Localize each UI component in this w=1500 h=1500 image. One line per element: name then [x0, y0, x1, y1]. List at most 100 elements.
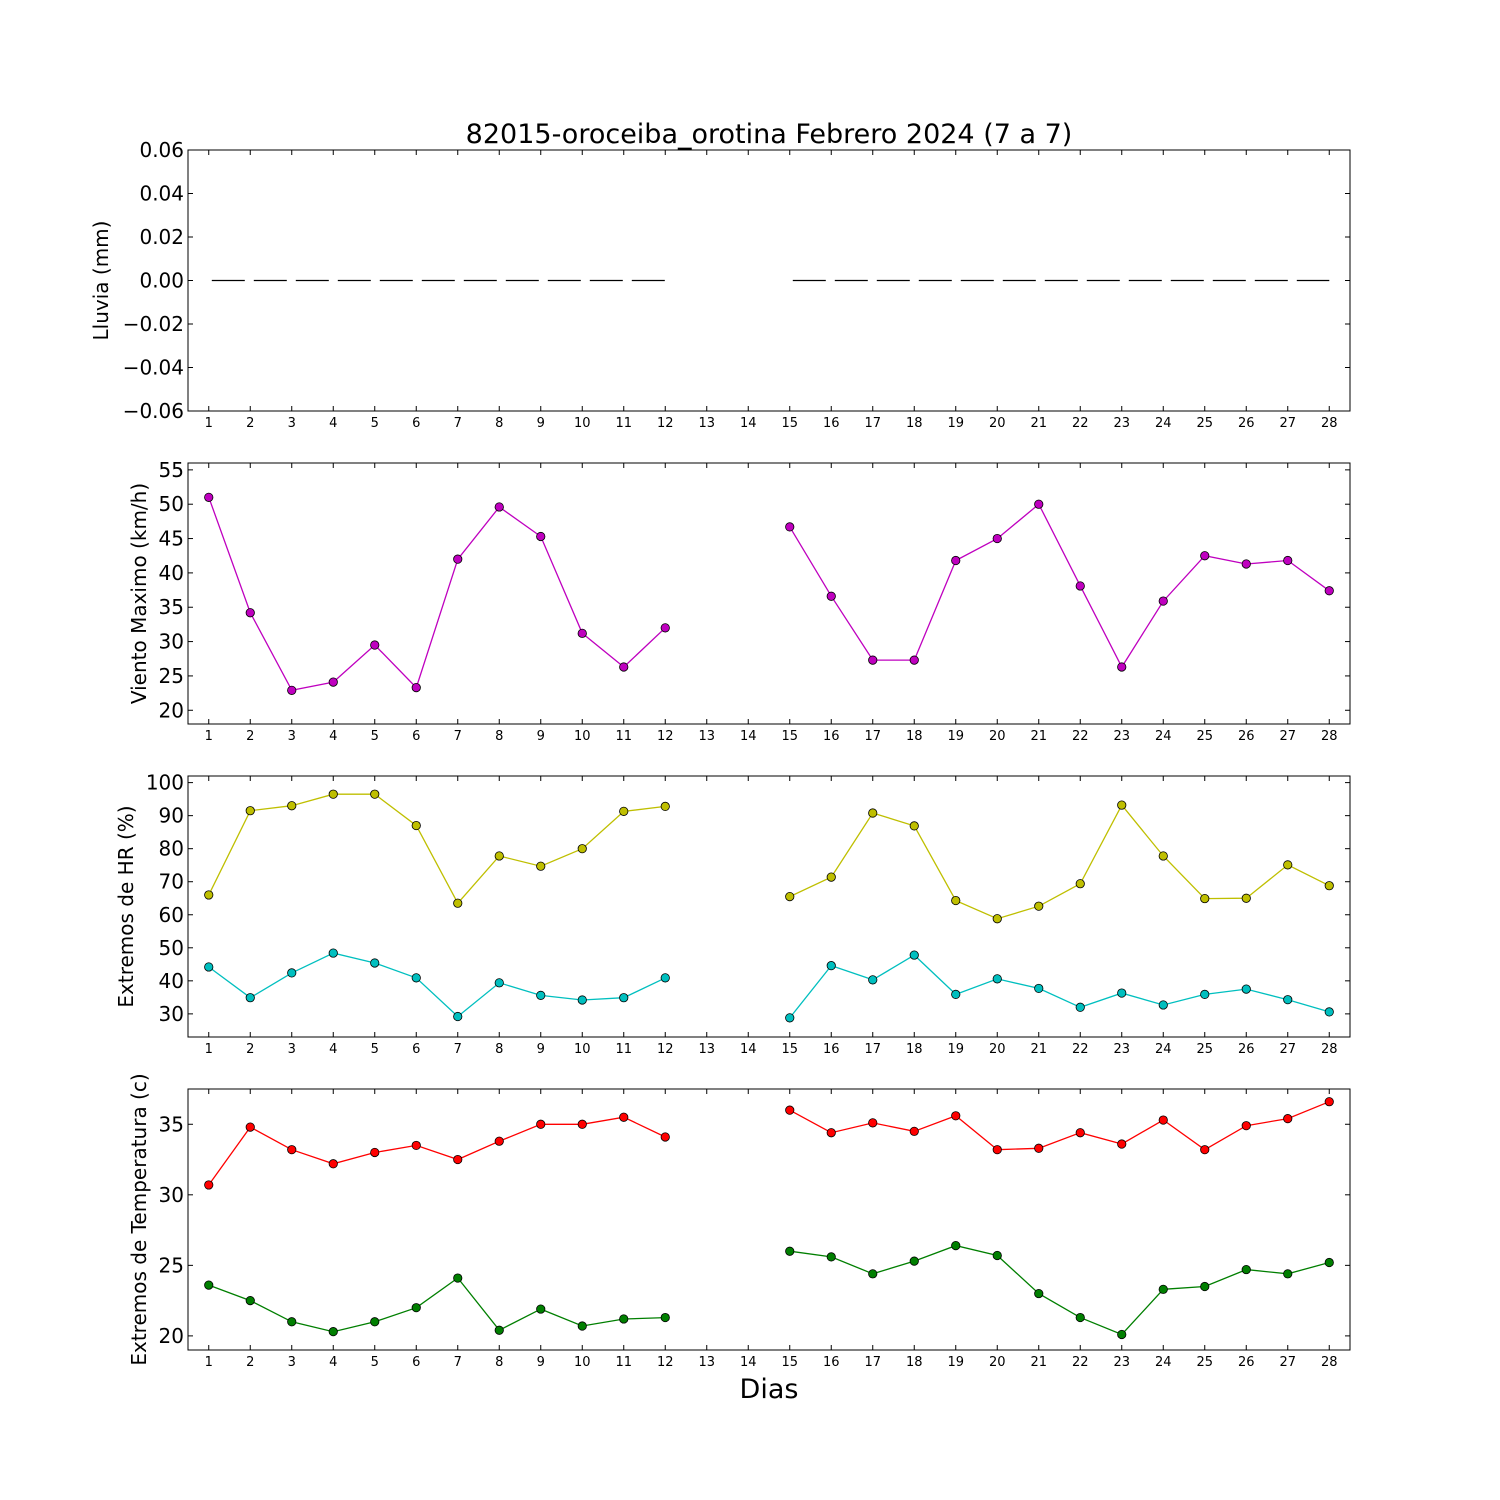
panel-2-series-1-point	[411, 682, 421, 693]
panel-3-series-1-point	[909, 821, 919, 831]
x-tick-label: 9	[537, 729, 545, 744]
panel-3-series-2-point	[1075, 1002, 1085, 1012]
x-tick-label: 22	[1072, 1042, 1089, 1057]
x-tick-label: 17	[864, 1355, 881, 1370]
x-tick-label: 5	[371, 416, 379, 431]
panel-2-series-1-point	[577, 628, 587, 638]
panel-4-series-1-point	[1324, 1097, 1334, 1107]
x-tick-label: 3	[288, 1042, 296, 1057]
x-tick-label: 17	[864, 729, 881, 744]
x-tick-label: 8	[495, 729, 503, 744]
panel-3-series-2-line	[208, 952, 666, 1018]
panel-3-series-2-point	[785, 1013, 795, 1023]
panel-2-series-1-point	[1034, 499, 1044, 509]
x-tick-label: 11	[615, 416, 632, 431]
x-tick-label: 17	[864, 416, 881, 431]
y-tick-label: 50	[159, 936, 184, 960]
panel-3-series-1-point	[1324, 881, 1334, 891]
x-tick-label: 21	[1030, 1355, 1047, 1370]
panel-3-y-axis-label: Extremos de HR (%)	[114, 805, 138, 1007]
panel-4-series-2-point	[204, 1280, 214, 1290]
x-tick-label: 15	[781, 416, 798, 431]
panel-3-series-1-point	[494, 851, 504, 861]
x-tick-label: 22	[1072, 729, 1089, 744]
panel-3-series-1-point	[1241, 893, 1251, 903]
y-tick-label: 20	[159, 1324, 184, 1348]
panel-4-series-2-point	[619, 1314, 629, 1324]
x-tick-label: 24	[1155, 416, 1172, 431]
x-tick-label: 4	[329, 416, 337, 431]
panel-4-series-1-point	[328, 1159, 338, 1169]
panel-3-series-1-point	[411, 820, 421, 831]
x-tick-label: 16	[823, 416, 840, 431]
panel-4-series-1-line	[789, 1101, 1330, 1151]
x-tick-label: 1	[205, 1042, 213, 1057]
panel-3-series-1-point	[1117, 800, 1127, 810]
panel-2-series-1-point	[1200, 551, 1210, 561]
panel-3-series-2-point	[453, 1011, 463, 1022]
x-tick-label: 22	[1072, 1355, 1089, 1370]
panel-2-series-1-point	[328, 677, 338, 687]
y-tick-label: 80	[159, 837, 184, 861]
y-tick-label: 100	[146, 771, 184, 795]
x-tick-label: 6	[412, 416, 420, 431]
x-tick-label: 10	[574, 729, 591, 744]
panel-2-series-1-point	[1158, 596, 1168, 606]
panel-4-series-1-point	[785, 1105, 795, 1115]
panel-2-series-1-point	[951, 555, 961, 566]
x-tick-label: 3	[288, 729, 296, 744]
panel-4-series-1-point	[577, 1119, 587, 1129]
panel-3-series-2-point	[245, 993, 255, 1003]
panel-2-series-1-point	[1283, 555, 1293, 566]
x-tick-label: 15	[781, 1355, 798, 1370]
panel-4-series-2-point	[785, 1246, 795, 1256]
y-tick-label: 60	[159, 903, 184, 927]
x-tick-label: 26	[1238, 1355, 1255, 1370]
x-tick-label: 9	[537, 1355, 545, 1370]
panel-4-series-1-point	[1158, 1115, 1168, 1125]
x-tick-label: 21	[1030, 729, 1047, 744]
x-tick-label: 8	[495, 1042, 503, 1057]
panel-3-series-1-point	[1283, 860, 1293, 870]
panel-2-series-1-point	[245, 608, 255, 618]
x-tick-label: 28	[1321, 729, 1338, 744]
panel-3-series-1-point	[619, 806, 629, 816]
x-tick-label: 23	[1113, 729, 1130, 744]
panel-2-series-1-line	[208, 497, 666, 692]
panel-3-series-2-point	[411, 973, 421, 983]
panel-2-series-1-point	[868, 655, 878, 665]
x-tick-label: 28	[1321, 1042, 1338, 1057]
y-tick-label: 30	[159, 1183, 184, 1207]
panel-4-series-1-point	[909, 1126, 919, 1136]
panel-3-series-2-point	[909, 950, 919, 960]
y-tick-label: 25	[159, 1253, 184, 1277]
x-tick-label: 27	[1279, 1355, 1296, 1370]
panel-3-series-2-point	[536, 990, 546, 1000]
panel-4-y-axis-label: Extremos de Temperatura (c)	[127, 1073, 151, 1365]
panel-4-series-1-point	[370, 1147, 380, 1158]
x-tick-label: 21	[1030, 1042, 1047, 1057]
panel-3-series-1-point	[328, 789, 338, 799]
y-tick-label: 70	[159, 870, 184, 894]
x-tick-label: 16	[823, 729, 840, 744]
x-tick-label: 9	[537, 416, 545, 431]
panel-2-series-1-point	[619, 662, 629, 672]
y-tick-label: 0.00	[139, 269, 184, 293]
x-tick-label: 7	[454, 416, 462, 431]
panel-3-series-1-point	[1158, 851, 1168, 861]
y-tick-label: −0.06	[123, 399, 184, 423]
x-tick-label: 10	[574, 1042, 591, 1057]
panel-2-series-1-point	[1075, 581, 1085, 591]
x-tick-label: 11	[615, 1042, 632, 1057]
x-tick-label: 16	[823, 1355, 840, 1370]
x-tick-label: 24	[1155, 1042, 1172, 1057]
panel-4-series-1-point	[1075, 1128, 1085, 1138]
panel-2-series-1-line	[789, 503, 1330, 669]
panel-4-series-1-point	[1117, 1139, 1127, 1149]
panel-4-series-2-point	[494, 1325, 504, 1335]
x-tick-label: 10	[574, 416, 591, 431]
x-tick-label: 13	[698, 1042, 715, 1057]
x-tick-label: 26	[1238, 416, 1255, 431]
panel-3-series-1-point	[453, 898, 463, 908]
